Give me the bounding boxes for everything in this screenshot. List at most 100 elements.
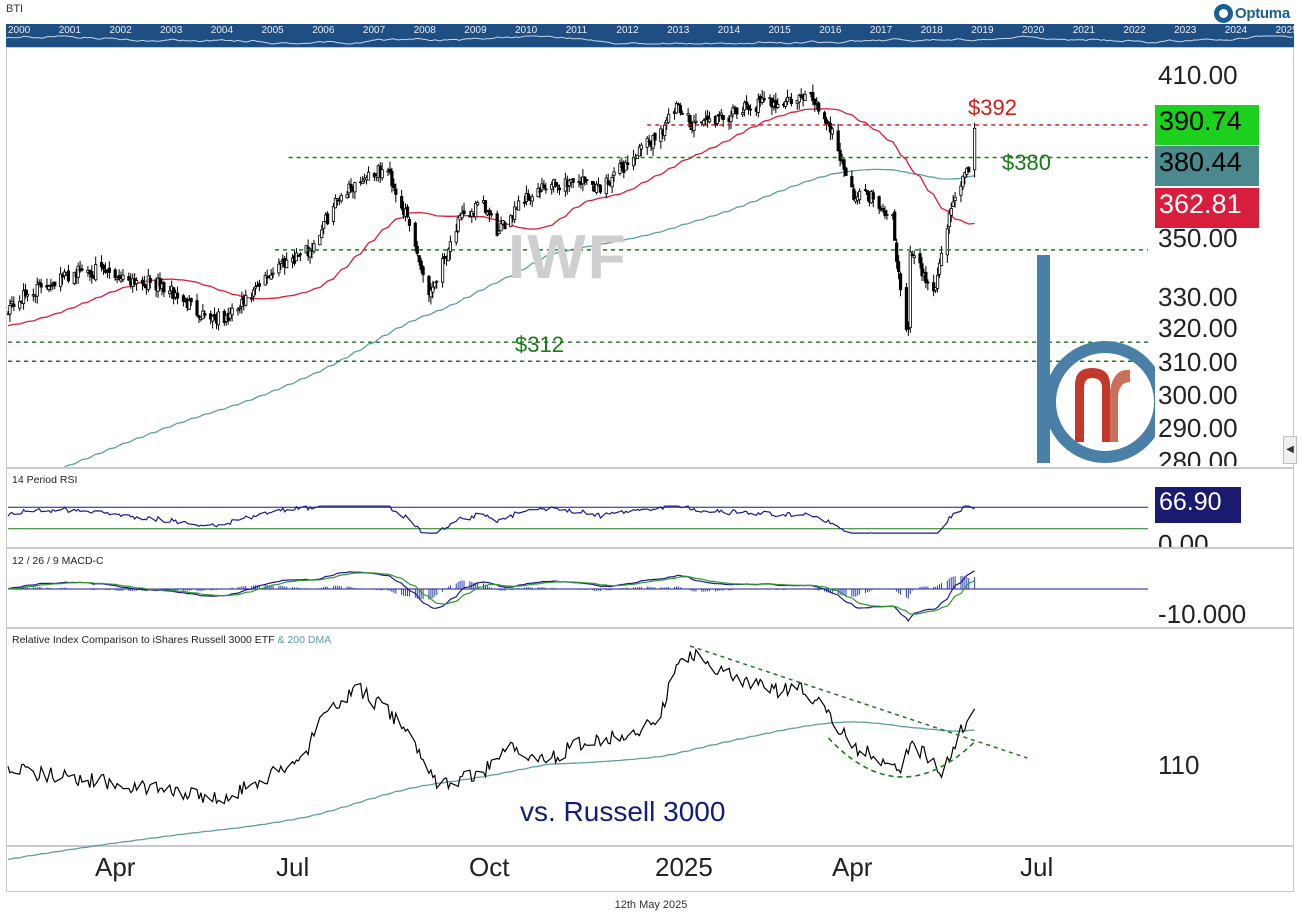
candle-body [230, 307, 234, 316]
candle-body [918, 253, 922, 264]
timeline-year-label[interactable]: 2016 [819, 25, 842, 36]
timeline-year-label[interactable]: 2014 [717, 25, 741, 36]
candle-body [331, 206, 336, 222]
candle-body [140, 279, 145, 285]
candle-body [333, 198, 337, 209]
candle-body [694, 120, 698, 123]
timeline-year-label[interactable]: 2003 [160, 25, 183, 36]
candle-body [312, 243, 316, 252]
timeline-year-label[interactable]: 2017 [869, 25, 893, 36]
timeline-year-label[interactable]: 2001 [58, 25, 81, 36]
timeline-year-label[interactable]: 2020 [1022, 25, 1045, 36]
candle-body [748, 108, 753, 111]
candle-body [776, 103, 780, 108]
timeline-year-label[interactable]: 2004 [210, 25, 234, 36]
timeline-year-label[interactable]: 2005 [261, 25, 284, 36]
candle-body [735, 107, 739, 115]
candle-body [920, 263, 924, 277]
candle-body [947, 213, 951, 228]
candle-body [513, 206, 517, 220]
timeline-year-label[interactable]: 2011 [565, 25, 588, 36]
macd-pane[interactable] [6, 548, 1294, 628]
candle-body [606, 180, 610, 185]
candle-body [10, 300, 14, 304]
timeline-year-label[interactable]: 2009 [464, 25, 487, 36]
candle-body [912, 255, 916, 258]
candle-body [897, 261, 901, 272]
timeline-year-label[interactable]: 2010 [515, 25, 538, 36]
timeline-year-label[interactable]: 2021 [1072, 25, 1095, 36]
timeline-year-label[interactable]: 2022 [1123, 25, 1146, 36]
candle-body [706, 115, 710, 120]
candle-body [413, 222, 417, 247]
candle-body [721, 115, 725, 120]
candle-body [731, 107, 735, 115]
optuma-logo-text: Optuma [1235, 5, 1290, 22]
candle-body [415, 245, 419, 254]
candle-body [49, 284, 53, 287]
candle-body [113, 269, 117, 278]
candle-body [760, 97, 764, 103]
timeline-year-label[interactable]: 2012 [616, 25, 639, 36]
timeline-year-label[interactable]: 2024 [1224, 25, 1248, 36]
timeline-year-label[interactable]: 2025 [1275, 25, 1295, 36]
candle-body [789, 98, 794, 104]
timeline-year-label[interactable]: 2008 [413, 25, 436, 36]
candle-body [838, 149, 842, 161]
candle-body [756, 98, 760, 113]
rsi-title: 14 Period RSI [12, 474, 78, 486]
candle-body [101, 264, 106, 270]
candle-body [431, 286, 435, 293]
candle-body [148, 277, 152, 283]
candle-body [236, 308, 240, 312]
relative-pane[interactable] [6, 628, 1294, 846]
timeline-year-label[interactable]: 2015 [768, 25, 791, 36]
candle-body [817, 102, 821, 112]
timeline-year-label[interactable]: 2023 [1174, 25, 1197, 36]
candle-body [883, 210, 887, 217]
candle-body [94, 264, 98, 281]
candle-body [197, 315, 201, 318]
candle-body [483, 200, 488, 213]
candle-body [238, 307, 242, 310]
symbol-label: BTI [6, 3, 24, 15]
brand-logo-icon [1037, 255, 1155, 463]
candle-body [433, 281, 437, 288]
rsi-pane[interactable] [6, 468, 1294, 548]
timeline-year-label[interactable]: 2019 [971, 25, 994, 36]
candle-body [830, 128, 834, 135]
candle-body [25, 294, 30, 297]
candle-body [495, 213, 499, 236]
candle-body [21, 290, 26, 304]
candle-body [626, 162, 630, 165]
candle-body [228, 312, 232, 319]
timeline-year-label[interactable]: 2006 [312, 25, 335, 36]
candle-body [294, 252, 299, 262]
candle-body [250, 297, 254, 300]
timeline-navigator[interactable]: 2000 2001 2002 2003 2004 2005 2006 2007 2008 2009… [6, 24, 1294, 47]
candle-body [885, 214, 889, 216]
timeline-year-label[interactable]: 2000 [8, 25, 31, 36]
candle-body [435, 280, 439, 283]
candle-body [844, 167, 848, 176]
timeline-year-label[interactable]: 2007 [362, 25, 386, 36]
candle-body [544, 188, 548, 191]
timeline-year-label[interactable]: 2018 [920, 25, 943, 36]
timeline-year-label[interactable]: 2013 [667, 25, 690, 36]
candle-body [645, 138, 649, 148]
candle-body [421, 266, 425, 276]
candle-body [90, 271, 94, 278]
candle-body [702, 120, 706, 125]
panel-collapse-button[interactable]: ◀ [1283, 436, 1297, 464]
candle-body [741, 112, 745, 115]
price-pane[interactable] [6, 47, 1294, 468]
candle-body [103, 269, 108, 273]
y-tick-320: 320.00 [1158, 313, 1238, 343]
resistance-label: $392 [968, 95, 1017, 120]
timeline-year-label[interactable]: 2002 [109, 25, 132, 36]
candle-body [80, 268, 84, 271]
candle-body [612, 171, 616, 176]
candle-body [400, 196, 404, 209]
candle-body [446, 248, 451, 262]
candle-body [893, 211, 897, 241]
